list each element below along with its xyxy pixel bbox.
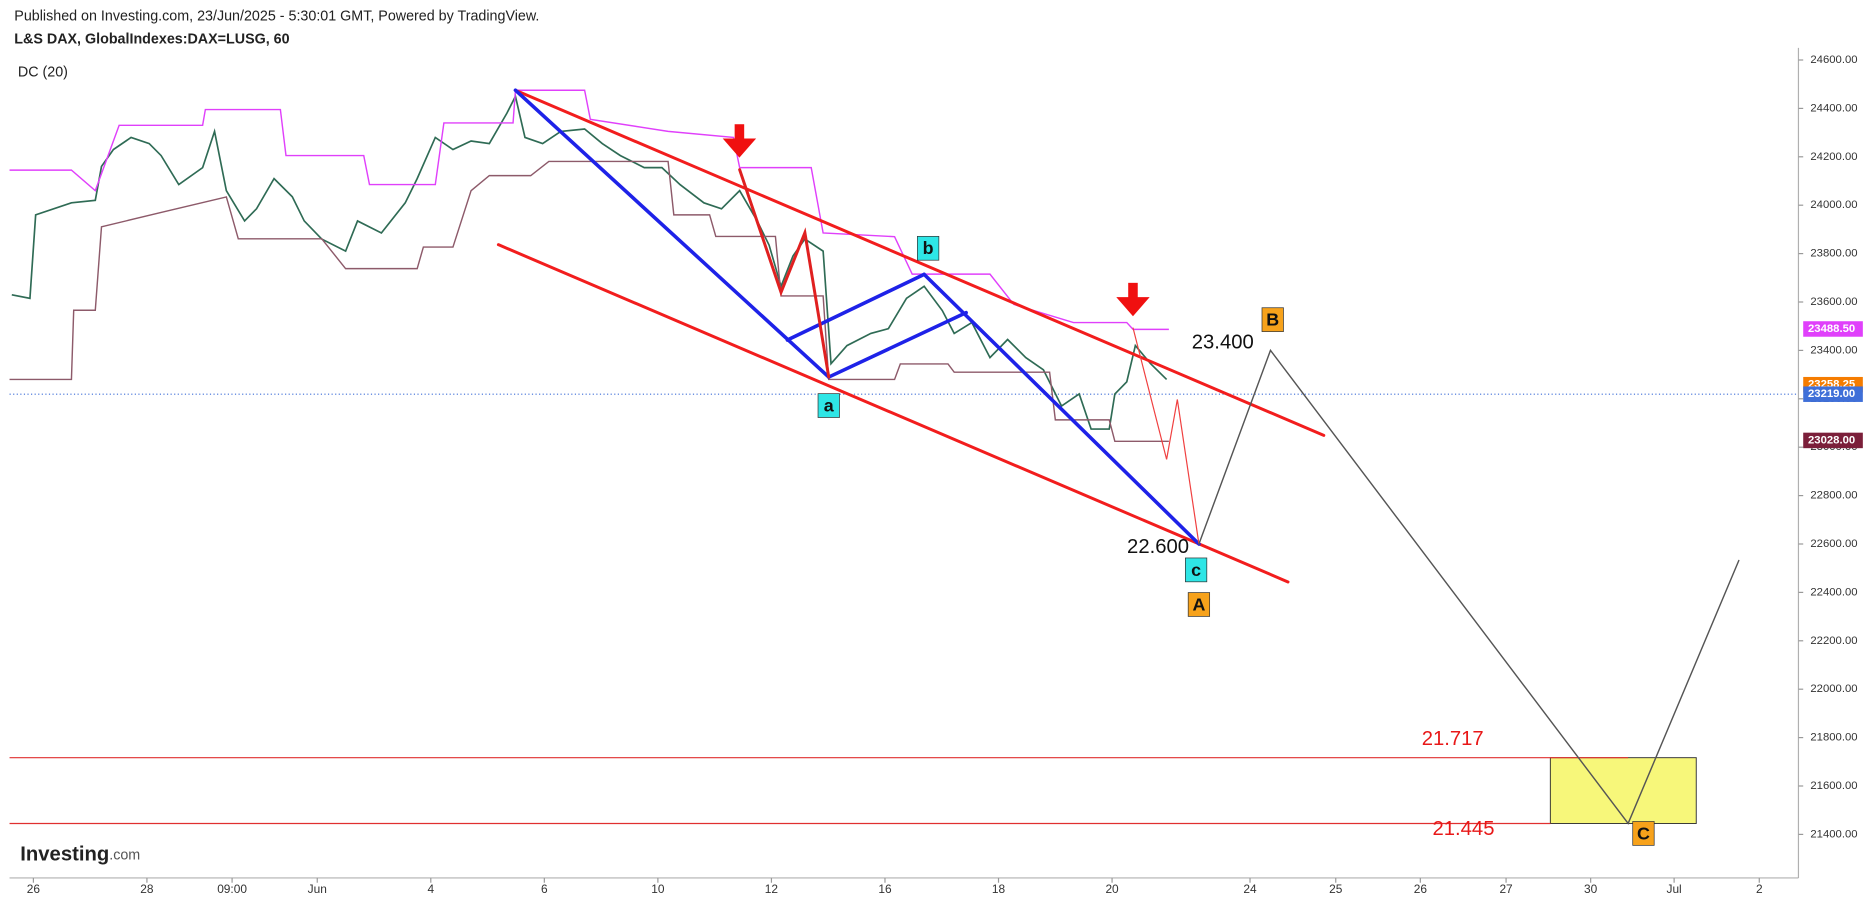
wave-label: B — [1266, 310, 1279, 330]
trend-drawing — [922, 272, 1201, 546]
x-tick-label: 20 — [1105, 882, 1119, 896]
price-annotation: 22.600 — [1127, 536, 1189, 558]
logo-name: Investing — [20, 844, 109, 866]
x-tick-label: 28 — [140, 882, 154, 896]
wave-label-box — [1184, 557, 1208, 583]
arrow-shaft — [1128, 282, 1138, 300]
wave-label: c — [1191, 560, 1201, 580]
price-label-box — [1803, 432, 1863, 449]
published-note: Published on Investing.com, 23/Jun/2025 … — [14, 9, 539, 25]
trend-drawing — [785, 272, 926, 342]
price-label-box — [1803, 386, 1863, 402]
x-tick-label: 12 — [765, 882, 779, 896]
trend-drawing — [496, 243, 1290, 584]
arrow-head — [722, 138, 757, 158]
y-tick-label: 21600.00 — [1810, 780, 1857, 792]
y-tick-label: 21400.00 — [1810, 828, 1857, 840]
y-tick-label: 21800.00 — [1810, 732, 1857, 744]
price-annotation: 21.445 — [1432, 818, 1494, 840]
trend-drawing — [1132, 327, 1200, 545]
x-tick-label: 25 — [1329, 882, 1343, 896]
wave-label: C — [1637, 823, 1650, 843]
wave-label-box — [917, 235, 940, 261]
y-tick-label: 23600.00 — [1810, 296, 1857, 308]
wave-label-box — [1632, 821, 1655, 846]
symbol-title: L&S DAX, GlobalIndexes:DAX=LUSG, 60 — [14, 31, 289, 47]
y-tick-label: 23400.00 — [1810, 344, 1857, 356]
y-tick-label: 22400.00 — [1810, 586, 1857, 598]
trend-drawing — [513, 88, 1326, 437]
y-tick-label: 24200.00 — [1810, 151, 1857, 163]
x-tick-label: 10 — [651, 882, 665, 896]
x-tick-label: 2 — [1756, 882, 1763, 896]
x-tick-label: 6 — [541, 882, 548, 896]
y-tick-label: 22600.00 — [1810, 538, 1857, 550]
arrow-head — [1116, 297, 1150, 317]
x-tick-label: 18 — [992, 882, 1006, 896]
series-line — [9, 89, 1169, 331]
price-label: 23488.50 — [1808, 323, 1855, 335]
trend-drawing — [513, 88, 831, 379]
x-tick-label: 26 — [1414, 882, 1428, 896]
wave-label: A — [1192, 594, 1205, 614]
x-tick-label: 4 — [427, 882, 434, 896]
wave-label-box — [1261, 307, 1284, 332]
logo: Investing.com — [20, 844, 140, 866]
x-tick-label: 27 — [1499, 882, 1513, 896]
x-tick-label: Jun — [308, 882, 327, 896]
y-tick-label: 22800.00 — [1810, 490, 1857, 502]
series-line — [11, 93, 1168, 430]
wave-label-box — [817, 393, 840, 418]
indicator-label: DC (20) — [18, 65, 68, 81]
signal-arrow — [722, 124, 757, 158]
wave-label: b — [923, 238, 934, 258]
x-tick-label: 09:00 — [217, 882, 247, 896]
y-tick-label: 24400.00 — [1810, 102, 1857, 114]
trend-drawing — [826, 310, 968, 379]
series-line — [9, 160, 1169, 443]
trend-drawing — [738, 168, 831, 379]
x-tick-label: Jul — [1666, 882, 1681, 896]
price-annotation: 21.717 — [1422, 728, 1484, 750]
trend-drawing — [1198, 348, 1740, 825]
signal-arrow — [1116, 282, 1150, 317]
price-label: 23219.00 — [1808, 388, 1855, 400]
wave-label-box — [1187, 592, 1211, 617]
arrow-shaft — [734, 124, 745, 141]
logo-domain: .com — [109, 847, 140, 863]
price-label: 23028.00 — [1808, 434, 1855, 446]
y-tick-label: 22000.00 — [1810, 683, 1857, 695]
price-label-box — [1803, 321, 1863, 337]
y-tick-label: 24600.00 — [1810, 54, 1857, 66]
y-tick-label: 23800.00 — [1810, 248, 1857, 260]
target-zone — [1549, 757, 1697, 824]
plot-layer — [9, 89, 1799, 825]
x-tick-label: 30 — [1584, 882, 1598, 896]
y-tick-label: 24000.00 — [1810, 199, 1857, 211]
x-tick-label: 24 — [1243, 882, 1257, 896]
wave-label: a — [824, 395, 835, 415]
y-tick-label: 22200.00 — [1810, 635, 1857, 647]
x-tick-label: 16 — [878, 882, 892, 896]
price-annotation: 23.400 — [1192, 332, 1254, 354]
x-tick-label: 26 — [27, 882, 41, 896]
